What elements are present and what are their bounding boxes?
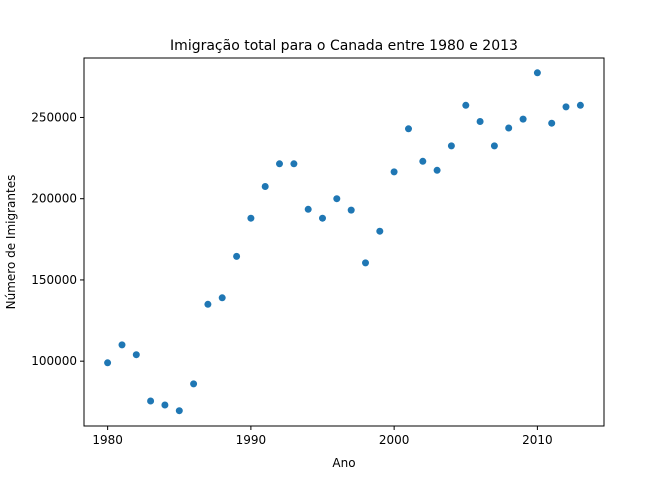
data-point <box>304 205 312 213</box>
data-point <box>390 168 398 176</box>
data-point <box>118 341 126 349</box>
data-point <box>319 214 326 222</box>
data-point <box>376 227 384 235</box>
data-point <box>190 380 198 388</box>
x-tick-label: 1980 <box>92 433 123 447</box>
data-point <box>433 166 441 174</box>
data-point <box>175 407 183 415</box>
chart-title: Imigração total para o Canada entre 1980… <box>170 38 518 54</box>
data-point <box>462 101 470 109</box>
data-point <box>505 124 513 132</box>
data-point <box>576 101 584 109</box>
y-tick-label: 150000 <box>31 273 77 287</box>
x-tick-label: 2000 <box>379 433 410 447</box>
data-point <box>132 351 140 359</box>
data-point <box>533 69 541 77</box>
y-axis-ticks: 100000 150000 200000 250000 <box>31 110 84 368</box>
x-axis-label: Ano <box>332 456 355 470</box>
data-point <box>233 252 241 260</box>
y-axis-label: Número de Imigrantes <box>4 175 18 310</box>
data-point <box>218 294 226 302</box>
x-tick-label: 1990 <box>236 433 267 447</box>
data-point <box>490 142 498 150</box>
y-tick-label: 200000 <box>31 192 77 206</box>
data-point <box>204 300 212 308</box>
x-axis-ticks: 1980 1990 2000 2010 <box>92 426 553 447</box>
plot-frame <box>83 57 605 427</box>
y-tick-label: 250000 <box>31 110 77 124</box>
data-point <box>476 118 484 125</box>
data-point <box>347 206 355 214</box>
data-point <box>261 183 269 190</box>
data-point <box>548 119 556 127</box>
data-point <box>276 160 283 168</box>
data-point <box>419 157 427 165</box>
data-point <box>147 397 155 405</box>
data-point <box>362 259 369 267</box>
data-point <box>447 142 455 150</box>
data-point <box>104 359 112 367</box>
data-point <box>333 195 341 203</box>
data-point <box>562 103 570 111</box>
data-points <box>104 69 584 415</box>
data-point <box>405 125 412 133</box>
data-point <box>519 115 527 123</box>
x-tick-label: 2010 <box>522 433 553 447</box>
data-point <box>247 214 255 222</box>
y-tick-label: 100000 <box>31 354 77 368</box>
data-point <box>290 160 298 168</box>
data-point <box>161 401 169 409</box>
